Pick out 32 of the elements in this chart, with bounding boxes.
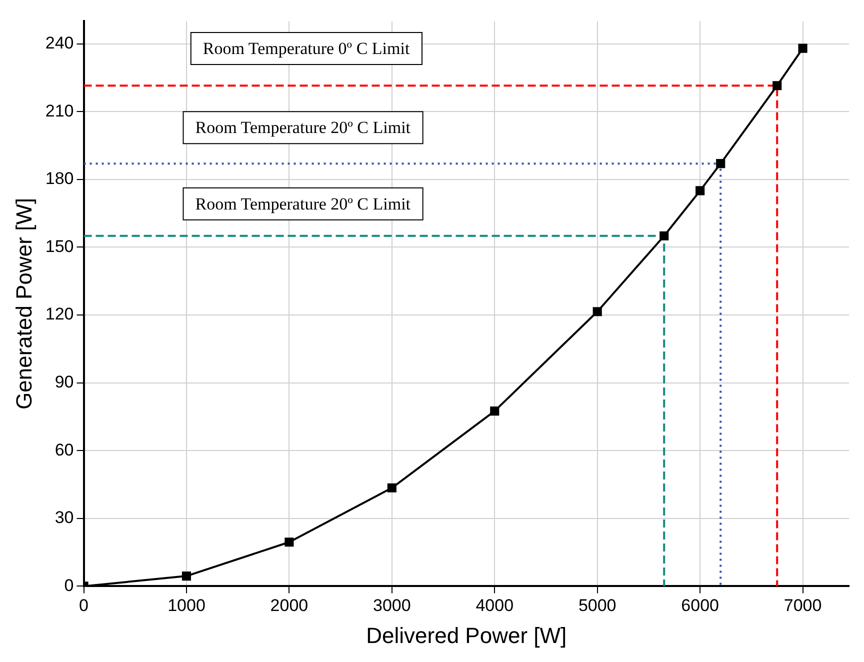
point bbox=[696, 186, 705, 196]
point bbox=[592, 307, 602, 316]
x-axis-title: Delivered Power [W] bbox=[366, 622, 567, 648]
y-axis-title: Generated Power [W] bbox=[11, 198, 36, 410]
point bbox=[716, 159, 726, 168]
x-tick-label: 3000 bbox=[373, 596, 411, 616]
x-tick-label: 0 bbox=[79, 596, 88, 616]
annotation: Room Temperature 20º C Limit bbox=[195, 118, 411, 138]
point bbox=[284, 538, 294, 547]
y-tick-label: 0 bbox=[64, 576, 74, 595]
point bbox=[490, 406, 500, 416]
point bbox=[387, 483, 396, 492]
annotation: Room Temperature 0º C Limit bbox=[202, 38, 410, 58]
y-tick-label: 240 bbox=[45, 33, 74, 52]
annotation: Room Temperature 20º C Limit bbox=[195, 194, 411, 214]
x-tick-label: 2000 bbox=[270, 596, 308, 616]
x-tick-label: 4000 bbox=[476, 596, 514, 616]
point bbox=[798, 44, 808, 53]
x-tick-label: 6000 bbox=[681, 596, 719, 616]
point bbox=[182, 571, 192, 581]
y-tick-label: 180 bbox=[45, 169, 74, 188]
y-tick-label: 120 bbox=[45, 304, 74, 324]
x-tick-label: 1000 bbox=[168, 596, 206, 616]
y-tick-label: 150 bbox=[45, 236, 74, 256]
y-tick-label: 90 bbox=[54, 372, 74, 392]
point bbox=[772, 81, 782, 90]
x-tick-label: 7000 bbox=[784, 596, 822, 616]
y-tick-label: 210 bbox=[45, 101, 74, 120]
y-tick-label: 60 bbox=[54, 440, 74, 460]
y-tick-label: 30 bbox=[54, 508, 74, 528]
point bbox=[660, 231, 669, 240]
x-tick-label: 5000 bbox=[578, 596, 616, 616]
